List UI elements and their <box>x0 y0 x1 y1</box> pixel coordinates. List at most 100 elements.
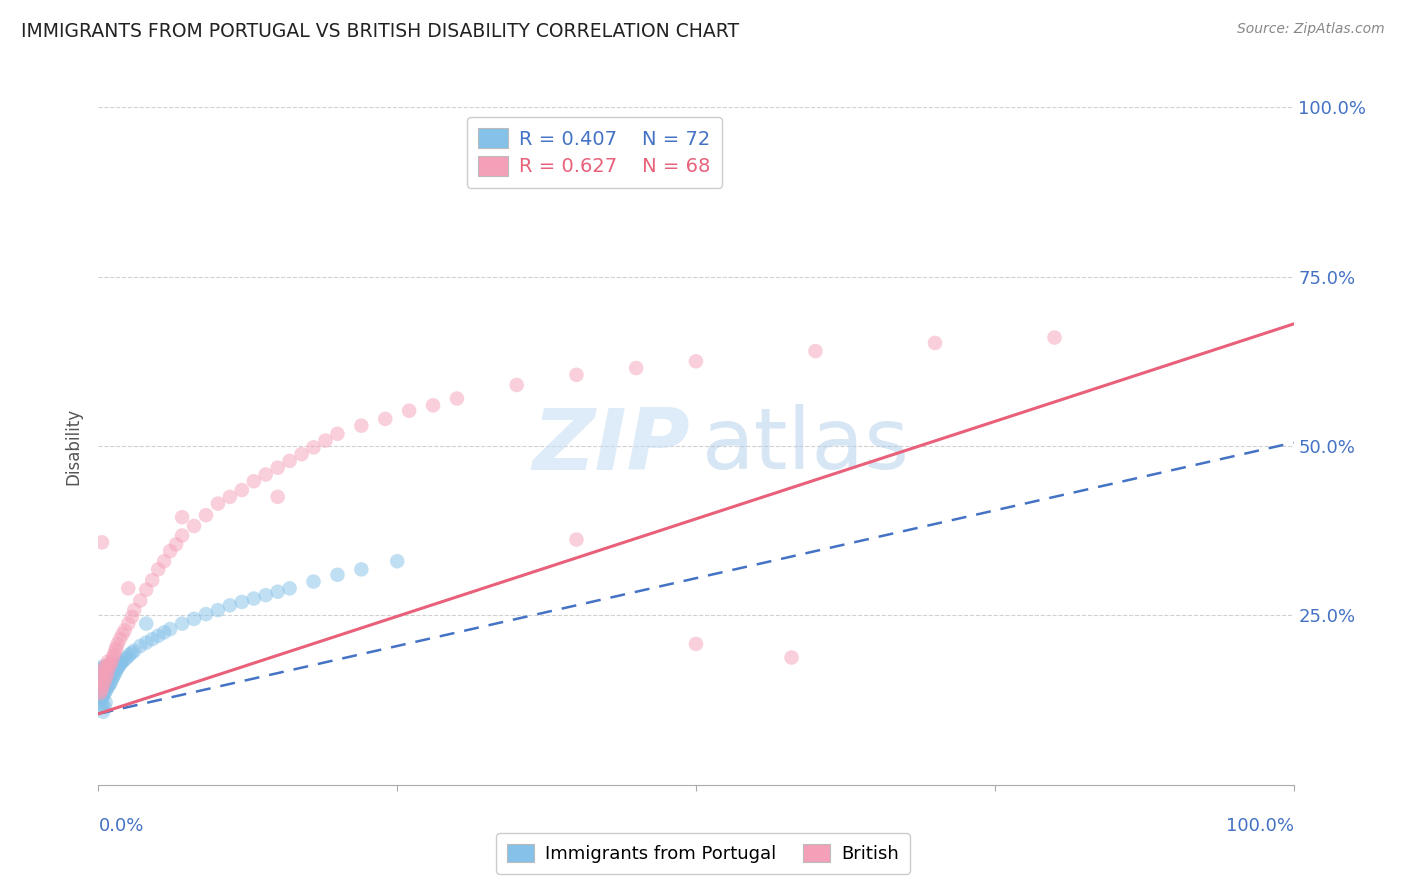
Point <box>302 574 325 589</box>
Point <box>422 398 444 412</box>
Point <box>506 378 529 392</box>
Point <box>254 588 277 602</box>
Point <box>108 657 131 672</box>
Legend: Immigrants from Portugal, British: Immigrants from Portugal, British <box>496 833 910 874</box>
Point <box>89 669 111 683</box>
Point <box>91 535 114 549</box>
Point <box>153 625 176 640</box>
Point <box>207 497 229 511</box>
Point <box>98 678 121 692</box>
Point <box>91 678 114 692</box>
Point <box>94 695 117 709</box>
Point <box>565 533 588 547</box>
Point <box>91 659 114 673</box>
Point <box>100 673 122 687</box>
Point <box>267 460 290 475</box>
Point <box>267 584 290 599</box>
Point <box>124 603 146 617</box>
Point <box>153 554 176 568</box>
Point <box>90 684 112 698</box>
Point <box>89 690 111 704</box>
Point <box>141 632 163 647</box>
Point <box>100 661 122 675</box>
Text: atlas: atlas <box>702 404 910 488</box>
Point <box>97 664 120 678</box>
Point <box>91 681 114 696</box>
Point <box>780 650 803 665</box>
Point <box>159 544 181 558</box>
Point <box>91 668 114 682</box>
Point <box>117 616 139 631</box>
Point <box>350 562 373 576</box>
Point <box>194 508 218 523</box>
Point <box>98 676 122 690</box>
Point <box>94 659 117 673</box>
Point <box>278 582 301 596</box>
Point <box>91 668 114 682</box>
Point <box>135 582 157 597</box>
Point <box>1043 330 1066 344</box>
Point <box>172 510 194 524</box>
Point <box>96 668 118 682</box>
Point <box>104 666 127 681</box>
Point <box>97 668 120 682</box>
Point <box>159 622 181 636</box>
Point <box>231 595 253 609</box>
Point <box>91 661 114 675</box>
Point <box>90 673 112 687</box>
Point <box>148 562 170 576</box>
Point <box>111 627 134 641</box>
Point <box>141 573 163 587</box>
Point <box>326 567 349 582</box>
Point <box>107 661 129 675</box>
Point <box>124 644 146 658</box>
Point <box>101 659 124 673</box>
Point <box>374 412 396 426</box>
Point <box>278 454 301 468</box>
Point <box>110 656 132 670</box>
Text: 0.0%: 0.0% <box>98 817 143 835</box>
Point <box>172 616 194 631</box>
Point <box>97 680 120 694</box>
Point <box>121 646 143 660</box>
Point <box>103 648 125 662</box>
Point <box>254 467 277 482</box>
Point <box>148 629 170 643</box>
Point <box>291 447 314 461</box>
Point <box>94 684 117 698</box>
Point <box>172 528 194 542</box>
Y-axis label: Disability: Disability <box>65 408 83 484</box>
Point <box>101 650 124 665</box>
Point <box>385 554 409 568</box>
Point <box>93 686 115 700</box>
Point <box>267 490 290 504</box>
Point <box>118 648 141 662</box>
Point <box>350 418 373 433</box>
Point <box>96 661 118 675</box>
Point <box>89 680 111 694</box>
Point <box>207 603 229 617</box>
Point <box>96 671 118 685</box>
Point <box>91 671 114 685</box>
Point <box>685 354 707 368</box>
Point <box>129 593 152 607</box>
Point <box>93 674 115 689</box>
Text: ZIP: ZIP <box>533 404 690 488</box>
Point <box>94 664 117 678</box>
Point <box>135 616 157 631</box>
Point <box>104 644 127 658</box>
Point <box>103 668 125 682</box>
Point <box>685 637 707 651</box>
Point <box>97 655 120 669</box>
Point <box>98 657 122 672</box>
Text: Source: ZipAtlas.com: Source: ZipAtlas.com <box>1237 22 1385 37</box>
Point <box>91 698 114 712</box>
Point <box>231 483 253 497</box>
Point <box>183 612 205 626</box>
Point <box>94 671 117 685</box>
Point <box>219 490 242 504</box>
Point <box>90 663 112 677</box>
Point <box>93 700 115 714</box>
Point <box>114 624 136 638</box>
Point <box>446 392 468 406</box>
